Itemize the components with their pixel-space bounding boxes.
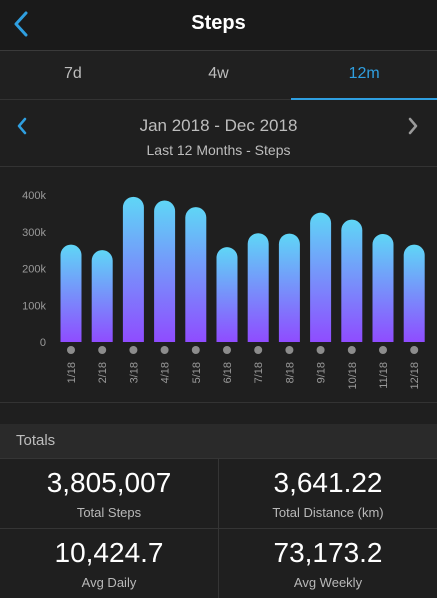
bar-1-18[interactable] [60,244,82,342]
bar-8-18[interactable] [278,233,300,342]
date-range-label: Jan 2018 - Dec 2018 [139,116,298,135]
totals-grid: 3,805,007 Total Steps 3,641.22 Total Dis… [0,459,437,598]
date-range-selector: Jan 2018 - Dec 2018 Last 12 Months - Ste… [0,100,437,167]
bar-3-18[interactable] [122,196,144,342]
x-axis-dot [316,346,325,354]
x-tick-label: 12/18 [409,362,421,390]
stat-label: Total Steps [76,505,142,520]
grid-divider-horizontal [0,528,437,529]
stat-value: 73,173.2 [273,537,383,568]
steps-chart: 0 100k 200k 300k 400k 1/18 2/18 3/18 4/18 5/18 6/… [0,166,437,402]
bar-4-18[interactable] [154,200,176,342]
tab-4w[interactable]: 4w [208,65,229,82]
bar-6-18[interactable] [216,247,238,342]
date-range-subtitle: Last 12 Months - Steps [146,142,291,158]
y-tick-label: 400k [22,190,46,202]
stat-total-steps: 3,805,007 Total Steps [0,459,218,528]
stat-total-distance: 3,641.22 Total Distance (km) [219,459,437,528]
x-axis-dot [98,346,107,354]
bar-9-18[interactable] [310,212,332,342]
page-title: Steps [191,12,246,34]
x-axis-dot [254,346,263,354]
chevron-left-icon [14,11,28,37]
x-tick-label: 3/18 [128,362,140,383]
bar-10-18[interactable] [341,219,363,342]
bar-12-18[interactable] [403,244,425,342]
steps-bar-chart: 0 100k 200k 300k 400k 1/18 2/18 3/18 4/18 5/18 6/… [22,190,425,390]
chart-divider [0,402,437,403]
x-axis-dot [160,346,169,354]
x-axis-dot [410,346,419,354]
x-tick-label: 10/18 [347,362,359,390]
x-axis-dot [223,346,231,354]
stat-value: 3,641.22 [273,467,383,498]
x-tick-label: 11/18 [378,362,390,389]
x-tick-label: 4/18 [160,362,172,383]
tab-7d[interactable]: 7d [63,65,82,82]
period-tabs: 7d 4w 12m [0,51,437,100]
back-button[interactable] [6,8,36,40]
stat-avg-weekly: 73,173.2 Avg Weekly [219,529,437,598]
next-period-button[interactable] [399,112,427,140]
chevron-left-icon [17,117,27,135]
bar-5-18[interactable] [185,207,207,342]
totals-section-header: Totals [0,424,437,459]
stat-label: Total Distance (km) [272,505,384,520]
previous-period-button[interactable] [8,112,36,140]
x-tick-label: 5/18 [191,362,203,383]
bar-7-18[interactable] [247,233,269,342]
bar-2-18[interactable] [91,250,113,342]
x-tick-label: 7/18 [253,362,265,383]
x-tick-label: 2/18 [97,362,109,383]
y-tick-label: 0 [40,337,46,349]
x-axis-dot [191,346,200,354]
chevron-right-icon [408,117,418,135]
stat-label: Avg Daily [81,575,137,590]
y-tick-label: 300k [22,227,46,239]
y-tick-label: 200k [22,264,46,276]
x-axis-dot [129,346,138,354]
tab-12m[interactable]: 12m [291,51,437,100]
x-axis-dot [379,346,387,354]
y-tick-label: 100k [22,300,46,312]
totals-title: Totals [16,432,56,449]
x-axis-dot [347,346,356,354]
stat-value: 3,805,007 [46,467,172,498]
stat-avg-daily: 10,424.7 Avg Daily [0,529,218,598]
x-tick-label: 8/18 [284,362,296,383]
stat-value: 10,424.7 [54,537,164,568]
x-axis-dot [67,346,75,354]
x-tick-label: 6/18 [222,362,234,383]
bar-11-18[interactable] [372,233,394,342]
header-bar: Steps [0,0,437,51]
x-tick-label: 1/18 [66,362,78,383]
x-axis-dot [285,346,294,354]
stat-label: Avg Weekly [293,575,363,590]
x-tick-label: 9/18 [316,362,328,383]
